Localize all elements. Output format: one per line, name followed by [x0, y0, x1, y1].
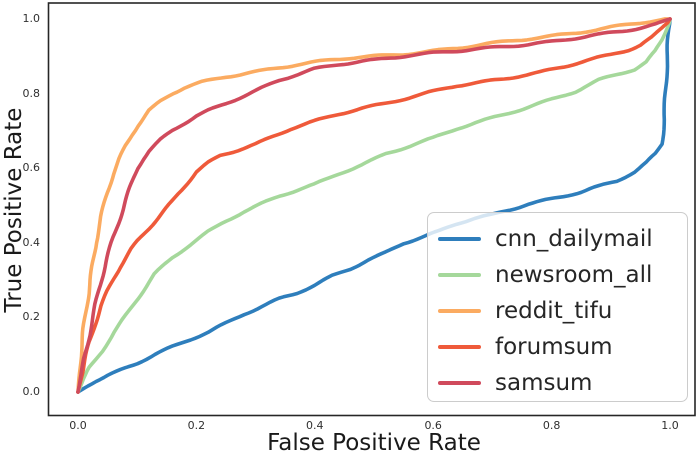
y-tick-label: 0.2 [22, 310, 41, 324]
y-tick-label: 0.0 [22, 385, 41, 398]
legend-line-swatch [438, 236, 481, 242]
legend-item: reddit_tifu [438, 293, 687, 329]
roc-curve-samsum [76, 17, 672, 394]
legend-item-label: cnn_dailymail [495, 225, 653, 252]
plot-frame [47, 2, 696, 417]
legend-item-label: forumsum [495, 333, 613, 360]
legend-item-label: newsroom_all [495, 261, 653, 288]
legend-item-label: samsum [495, 369, 593, 396]
legend-item: cnn_dailymail [438, 221, 687, 257]
x-tick-label: 0.0 [69, 419, 87, 432]
legend-item: newsroom_all [438, 257, 687, 293]
x-tick-label: 0.8 [542, 419, 561, 432]
y-tick-label: 0.8 [22, 86, 41, 100]
legend-item: samsum [438, 365, 687, 401]
x-tick-label: 1.0 [661, 419, 679, 432]
x-tick-label: 0.4 [306, 419, 324, 432]
roc-curve-reddit_tifu [76, 17, 672, 394]
legend-line-swatch [438, 308, 481, 314]
roc-curve-newsroom_all [76, 17, 672, 394]
roc-curve-forumsum [76, 17, 672, 394]
y-tick-label: 0.4 [22, 235, 41, 249]
y-tick-label: 1.0 [22, 12, 41, 25]
x-axis-label: False Positive Rate [267, 430, 481, 456]
legend-line-swatch [438, 272, 481, 278]
legend-line-swatch [438, 380, 481, 386]
x-tick-label: 0.6 [424, 419, 442, 432]
legend-item-label: reddit_tifu [495, 297, 613, 324]
roc-curve-cnn_dailymail [76, 17, 672, 394]
y-axis-label: True Positive Rate [1, 107, 27, 313]
legend-item: forumsum [438, 329, 687, 365]
y-tick-label: 0.6 [22, 161, 41, 175]
legend-line-swatch [438, 344, 481, 350]
roc-curves-group [76, 17, 672, 394]
x-tick-label: 0.2 [187, 419, 206, 432]
